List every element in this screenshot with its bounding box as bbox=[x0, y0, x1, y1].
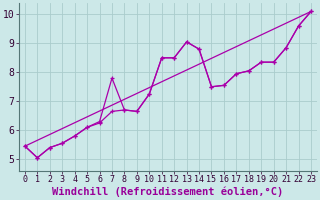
X-axis label: Windchill (Refroidissement éolien,°C): Windchill (Refroidissement éolien,°C) bbox=[52, 187, 284, 197]
